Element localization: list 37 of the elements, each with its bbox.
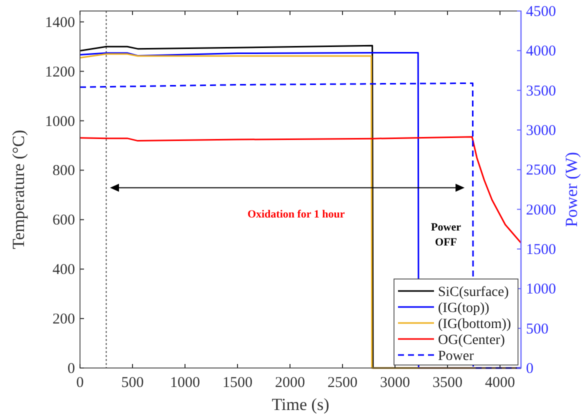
y2-tick-label: 1500: [526, 242, 556, 258]
y-tick-label: 1000: [45, 114, 75, 130]
y2-tick-label: 2000: [526, 202, 556, 218]
y-tick-label: 0: [68, 361, 75, 377]
y-tick-label: 800: [52, 163, 75, 180]
y-tick-label: 600: [52, 212, 75, 229]
y2-axis-title: Power (W): [562, 152, 581, 228]
legend-label: Power: [438, 349, 474, 364]
y2-tick-label: 4500: [526, 4, 556, 20]
y2-tick-label: 1000: [526, 282, 556, 298]
x-tick-label: 1500: [222, 375, 252, 391]
x-tick-label: 2000: [275, 375, 305, 391]
x-tick-label: 3000: [380, 375, 410, 391]
legend-label: (IG(top)): [438, 301, 490, 316]
y2-tick-label: 500: [526, 321, 548, 338]
annotation: Power OFF: [431, 222, 462, 249]
x-tick-label: 2500: [328, 375, 358, 391]
annotation: Oxidation for 1 hour: [247, 208, 345, 221]
x-tick-label: 4000: [485, 375, 515, 391]
x-axis-title: Time (s): [272, 395, 330, 414]
y2-tick-label: 4000: [526, 44, 556, 60]
y-tick-label: 1200: [45, 64, 75, 80]
y2-tick-label: 0: [526, 361, 534, 377]
legend-label: SiC(surface): [438, 285, 510, 300]
y2-tick-label: 3000: [526, 123, 556, 139]
y-axis-title: Temperature (°C): [9, 130, 28, 250]
y2-tick-label: 2500: [526, 162, 556, 179]
x-tick-label: 1000: [170, 375, 200, 391]
y-tick-label: 200: [52, 312, 75, 328]
y-tick-label: 400: [52, 262, 75, 278]
line-series: [80, 136, 521, 244]
legend-label: OG(Center): [438, 333, 506, 348]
y2-tick-label: 3500: [526, 83, 556, 100]
y-tick-label: 1400: [45, 14, 75, 31]
legend-label: (IG(bottom)): [438, 317, 512, 332]
x-tick-label: 3500: [432, 375, 462, 391]
x-tick-label: 500: [121, 375, 144, 391]
